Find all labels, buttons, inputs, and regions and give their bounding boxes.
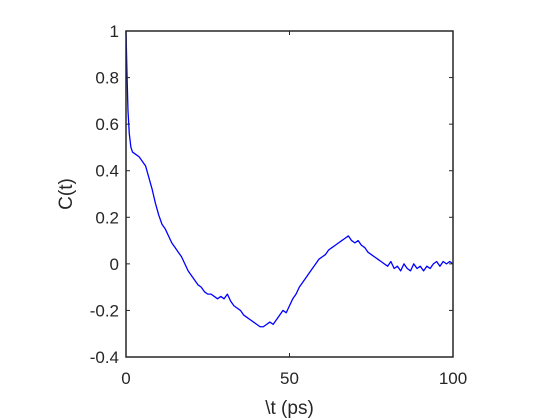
plot-background <box>126 31 453 357</box>
y-tick-labels: -0.4 -0.2 0 0.2 0.4 0.6 0.8 1 <box>90 22 119 367</box>
y-tick-label: 0.2 <box>95 208 119 227</box>
series-layer <box>125 30 454 328</box>
y-tick-label: 0.6 <box>95 115 119 134</box>
y-tick-label: -0.4 <box>90 348 119 367</box>
y-tick-label: 0.8 <box>95 69 119 88</box>
y-axis-label: C(t) <box>56 178 77 210</box>
y-tick-label: -0.2 <box>90 301 119 320</box>
y-tick-label: 1 <box>110 22 119 41</box>
series-line-0 <box>125 30 454 328</box>
tick-layer <box>125 30 454 358</box>
y-tick-label: 0.4 <box>95 162 119 181</box>
x-tick-label: 100 <box>439 369 467 388</box>
x-tick-label: 0 <box>121 369 130 388</box>
plot-area <box>125 30 454 358</box>
x-tick-labels: 0 50 100 <box>121 369 467 388</box>
x-axis-label: \t (ps) <box>265 398 314 419</box>
y-tick-label: 0 <box>110 255 119 274</box>
x-tick-label: 50 <box>280 369 299 388</box>
